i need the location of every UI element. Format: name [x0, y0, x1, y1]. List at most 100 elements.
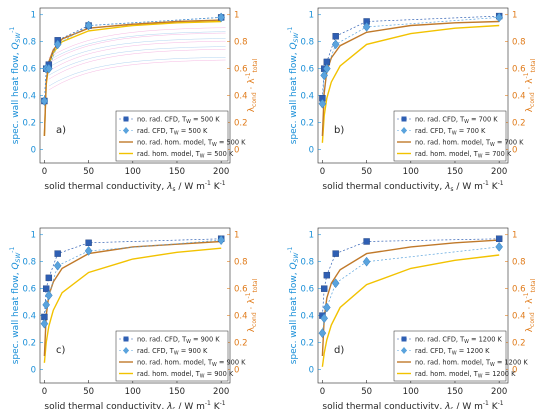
- x-tick-label: 100: [403, 167, 419, 177]
- legend-tw-value: = 1200 K: [482, 370, 516, 378]
- series-line-norad-model: [43, 240, 222, 357]
- marker-rad-cfd: [318, 328, 327, 339]
- background-curve: [48, 59, 226, 91]
- y-tick-label-right: 0.4: [512, 92, 526, 102]
- legend-name: no. rad. hom. model: [415, 139, 482, 147]
- y-tick-label-right: 0: [234, 366, 239, 376]
- x-axis-label: solid thermal conductivity, λs / W m-1 K…: [322, 180, 503, 193]
- y-tick-label-right: 0.2: [234, 119, 248, 129]
- legend-label-rad_model: rad. hom. model, TW = 500 K: [137, 150, 234, 160]
- ylabel-left-text: spec. wall heat flow,: [289, 50, 299, 145]
- legend-box: [393, 330, 507, 382]
- background-curve: [48, 48, 226, 80]
- series-line-norad-cfd: [322, 238, 500, 316]
- y-tick-label-left: 0.8: [300, 258, 314, 268]
- x-tick-label: 50: [361, 167, 372, 177]
- series-line-rad-cfd: [44, 239, 222, 324]
- legend-tw-sub: W: [478, 154, 483, 160]
- marker-rad-cfd: [495, 241, 503, 252]
- y-tick-label-right: 1: [512, 11, 517, 21]
- marker-rad-cfd: [45, 63, 53, 74]
- ylabel-right-sep: · λ: [247, 298, 257, 313]
- x-tick-label: 200: [491, 167, 507, 177]
- ylabel-left-sub: SW: [293, 32, 300, 43]
- background-curve: [48, 38, 226, 68]
- legend-tw-sub: W: [478, 374, 483, 380]
- xlabel-symbol: λ: [444, 402, 450, 409]
- legend-tw-sub: W: [174, 131, 179, 137]
- legend-name: no. rad. hom. model: [137, 139, 204, 147]
- legend-marker-square: [401, 116, 407, 122]
- series-line-rad-model: [43, 247, 222, 363]
- marker-norad-cfd: [323, 271, 331, 279]
- xlabel-sup1: -1: [205, 180, 211, 187]
- legend-name: no. rad. CFD: [137, 336, 178, 344]
- x-tick-label: 200: [213, 167, 229, 177]
- marker-rad-cfd: [42, 299, 51, 310]
- legend-marker-diamond: [401, 347, 407, 354]
- ylabel-right-sub2: total: [252, 278, 259, 292]
- xlabel-text: solid thermal conductivity,: [322, 402, 445, 409]
- legend-tw-value: = 900 K: [179, 347, 208, 355]
- legend-label-norad_model: no. rad. hom. model, TW = 500 K: [137, 139, 246, 149]
- ylabel-left-symbol: Q: [289, 42, 299, 49]
- xlabel-sub: s: [172, 186, 175, 193]
- x-tick-label: 0: [320, 167, 325, 177]
- y-tick-label-right: 0.4: [234, 312, 248, 322]
- y-tick-label-left: 0.8: [300, 38, 314, 48]
- legend-tw-sub: W: [452, 351, 457, 357]
- legend-tw-prefix: , T: [178, 116, 187, 124]
- y-tick-label-right: 0.4: [234, 92, 248, 102]
- legend-label-norad_cfd: no. rad. CFD, TW = 1200 K: [415, 336, 502, 346]
- ylabel-left-sup: -1: [9, 247, 16, 253]
- legend-box: [115, 110, 229, 162]
- xlabel-sub: s: [172, 406, 175, 409]
- legend-name: no. rad. CFD: [415, 336, 456, 344]
- marker-rad-cfd: [40, 318, 49, 329]
- x-tick-label: 150: [447, 167, 463, 177]
- legend-tw-prefix: , T: [482, 139, 491, 147]
- ylabel-right-lambda: λ: [525, 106, 535, 112]
- marker-norad-cfd: [332, 33, 339, 40]
- marker-rad-cfd: [84, 246, 93, 256]
- x-tick-label: 50: [83, 167, 94, 177]
- xlabel-unit2: K: [489, 182, 499, 192]
- legend-box: [115, 330, 229, 382]
- xlabel-sup1: -1: [483, 180, 489, 187]
- y-tick-label-left: 0.8: [22, 258, 36, 268]
- legend-name: rad. hom. model: [137, 150, 192, 158]
- x-tick-label: 200: [213, 387, 229, 397]
- marker-norad-cfd: [332, 250, 339, 257]
- x-tick-label: 100: [403, 387, 419, 397]
- y-tick-label-right: 1: [512, 231, 517, 241]
- legend-tw-prefix: , T: [204, 359, 213, 367]
- marker-norad-cfd: [363, 238, 370, 245]
- xlabel-sup2: -1: [498, 180, 504, 187]
- legend-marker-diamond: [401, 127, 407, 134]
- ylabel-left-sup: -1: [287, 27, 294, 33]
- legend-tw-value: = 900 K: [217, 359, 246, 367]
- legend-tw-value: = 700 K: [482, 150, 511, 158]
- y-tick-label-left: 0: [309, 366, 314, 376]
- ylabel-right-lambda: λ: [525, 326, 535, 332]
- x-tick-label: 0: [42, 387, 47, 397]
- y-tick-label-right: 0: [512, 146, 517, 156]
- y-tick-label-left: 0.8: [22, 38, 36, 48]
- x-tick-label: 150: [447, 387, 463, 397]
- ylabel-left-sup: -1: [287, 247, 294, 253]
- panel-label: a): [56, 125, 66, 136]
- marker-rad-cfd: [320, 70, 329, 81]
- x-axis-label: solid thermal conductivity, λs / W m-1 K…: [322, 400, 503, 409]
- legend-name: no. rad. hom. model: [415, 359, 482, 367]
- marker-norad-cfd: [45, 274, 53, 282]
- x-tick-label: 100: [125, 387, 141, 397]
- xlabel-sup1: -1: [205, 400, 211, 407]
- legend-marker-square: [123, 116, 129, 122]
- marker-norad-cfd: [54, 250, 61, 257]
- legend-tw-sub: W: [452, 131, 457, 137]
- marker-rad-cfd: [320, 313, 329, 324]
- y-tick-label-right: 0.8: [234, 258, 248, 268]
- y-tick-label-right: 1: [234, 231, 239, 241]
- x-tick-label: 150: [169, 167, 185, 177]
